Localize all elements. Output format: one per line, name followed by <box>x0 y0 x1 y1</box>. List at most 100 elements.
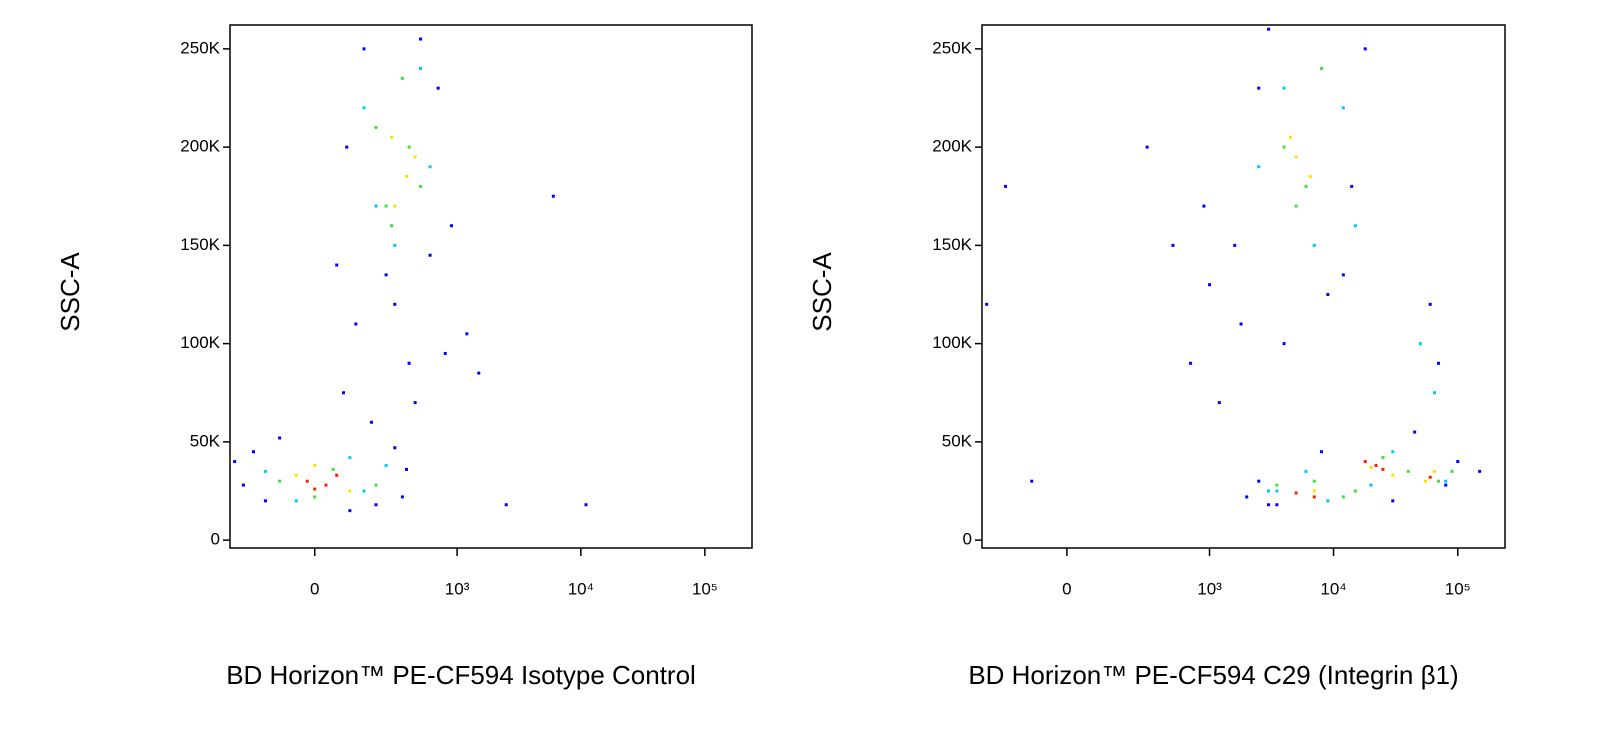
point <box>584 503 588 507</box>
point <box>413 401 417 405</box>
point <box>1363 460 1367 464</box>
point <box>278 479 282 483</box>
point <box>407 145 411 149</box>
point <box>1350 184 1354 188</box>
y-axis-label: SSC-A <box>807 252 837 332</box>
point <box>1257 86 1261 90</box>
point <box>1478 469 1482 473</box>
point <box>1428 475 1432 479</box>
point <box>1326 293 1330 297</box>
x-axis-label: BD Horizon™ PE-CF594 Isotype Control <box>226 660 696 690</box>
point <box>1312 479 1316 483</box>
point <box>407 361 411 365</box>
y-tick-label: 200K <box>180 137 220 156</box>
point <box>1341 495 1345 499</box>
point <box>1341 106 1345 110</box>
point <box>443 351 447 355</box>
x-axis-label: BD Horizon™ PE-CF594 C29 (Integrin β1) <box>968 660 1458 690</box>
point <box>1004 184 1008 188</box>
point <box>1319 450 1323 454</box>
point <box>413 155 417 159</box>
point <box>384 463 388 467</box>
y-tick-label: 200K <box>932 137 972 156</box>
point <box>1217 401 1221 405</box>
y-tick-label: 150K <box>180 235 220 254</box>
point <box>1319 67 1323 71</box>
y-axis-label: SSC-A <box>55 252 85 332</box>
point <box>419 67 423 71</box>
point <box>263 469 267 473</box>
point <box>324 483 328 487</box>
y-tick-label: 250K <box>180 38 220 57</box>
point <box>1369 465 1373 469</box>
point <box>1288 135 1292 139</box>
point <box>1363 47 1367 51</box>
point <box>504 503 508 507</box>
point <box>374 483 378 487</box>
point <box>263 499 267 503</box>
y-tick-label: 50K <box>190 431 221 450</box>
point <box>1353 489 1357 493</box>
point <box>405 175 409 179</box>
point <box>1381 456 1385 460</box>
point <box>985 302 989 306</box>
point <box>1208 283 1212 287</box>
point <box>305 479 309 483</box>
point <box>1450 469 1454 473</box>
point <box>1391 499 1395 503</box>
point <box>419 37 423 41</box>
x-tick-label: 0 <box>310 579 319 598</box>
point <box>1444 483 1448 487</box>
point <box>477 371 481 375</box>
point <box>233 460 237 464</box>
point <box>362 489 366 493</box>
point <box>1406 469 1410 473</box>
y-tick-label: 50K <box>942 431 973 450</box>
point <box>1312 243 1316 247</box>
plot-frame <box>229 24 753 549</box>
x-tick-label: 0 <box>1062 579 1071 598</box>
y-tick-label: 0 <box>963 530 972 549</box>
x-tick-label: 10⁴ <box>1320 579 1346 598</box>
point <box>1308 175 1312 179</box>
x-tick-label: 10⁴ <box>568 579 594 598</box>
point <box>1257 479 1261 483</box>
point <box>313 463 317 467</box>
point <box>1326 499 1330 503</box>
point <box>1239 322 1243 326</box>
point <box>294 499 298 503</box>
point <box>278 436 282 440</box>
point <box>1304 469 1308 473</box>
point <box>374 204 378 208</box>
point <box>1341 273 1345 277</box>
point <box>419 184 423 188</box>
point <box>1257 165 1261 169</box>
point <box>393 243 397 247</box>
point <box>1275 503 1279 507</box>
point <box>405 467 409 471</box>
point <box>362 106 366 110</box>
point <box>345 145 349 149</box>
point <box>1267 489 1271 493</box>
point <box>1423 479 1427 483</box>
point <box>393 446 397 450</box>
x-tick-label: 10⁵ <box>692 579 718 598</box>
y-tick-label: 250K <box>932 38 972 57</box>
point <box>313 495 317 499</box>
point <box>1304 184 1308 188</box>
point <box>294 473 298 477</box>
point <box>1275 483 1279 487</box>
point <box>331 467 335 471</box>
point <box>1294 155 1298 159</box>
point <box>374 125 378 129</box>
point <box>1030 479 1034 483</box>
point <box>1282 342 1286 346</box>
point <box>1437 361 1441 365</box>
x-tick-label: 10³ <box>1197 579 1222 598</box>
point <box>348 456 352 460</box>
point <box>1369 483 1373 487</box>
point <box>389 135 393 139</box>
point <box>1267 27 1271 31</box>
point <box>551 194 555 198</box>
x-tick-label: 10⁵ <box>1445 579 1471 598</box>
